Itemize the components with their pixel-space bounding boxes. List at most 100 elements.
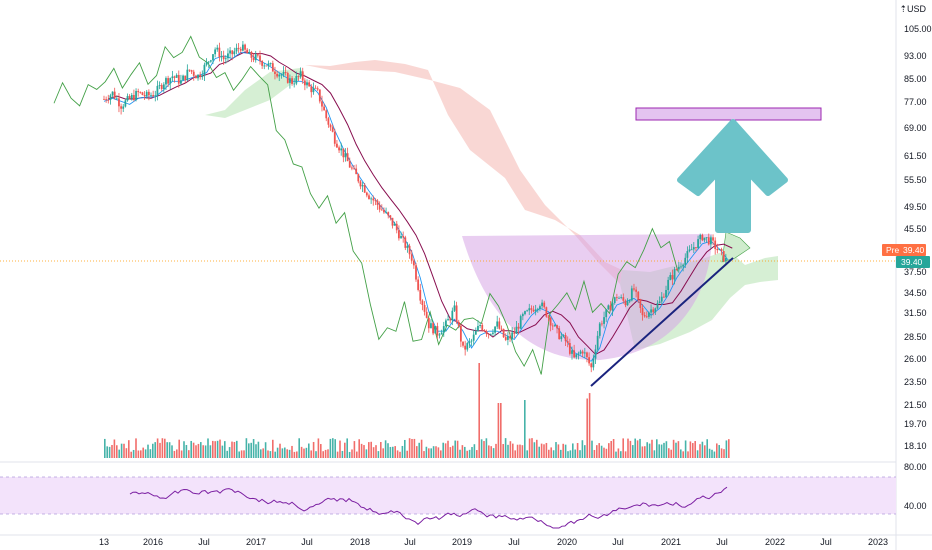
volume-bar	[298, 438, 300, 458]
volume-bar	[507, 444, 509, 458]
volume-bar	[528, 438, 531, 458]
volume-bar	[490, 446, 492, 458]
candle-body	[220, 56, 223, 58]
volume-bar	[442, 442, 444, 458]
volume-bar	[483, 441, 485, 458]
candle-body	[712, 237, 714, 241]
currency-label[interactable]: ⇡USD	[899, 4, 926, 15]
volume-bar	[723, 449, 725, 458]
volume-bar	[492, 448, 495, 458]
price-tick-label: 93.00	[904, 51, 927, 61]
volume-bar	[382, 448, 384, 458]
volume-bar	[389, 446, 392, 458]
candle-body	[370, 198, 373, 200]
candle-body	[233, 51, 236, 55]
candle-body	[489, 333, 492, 335]
candle-body	[389, 215, 392, 218]
candle-body	[259, 55, 261, 62]
volume-bar	[185, 445, 188, 458]
volume-bar	[243, 450, 245, 458]
pre-label: Pre	[886, 245, 900, 255]
volume-bar	[370, 441, 372, 458]
volume-bar	[682, 451, 684, 458]
candle-body	[440, 332, 443, 335]
candle-body	[280, 74, 283, 76]
volume-bar	[226, 450, 228, 458]
candle-body	[648, 312, 650, 317]
volume-bar	[524, 400, 526, 458]
candle-body	[398, 230, 400, 239]
volume-bar	[557, 444, 560, 458]
candle-body	[391, 217, 394, 226]
volume-bar	[646, 442, 648, 458]
volume-bar	[401, 445, 404, 458]
candle-body	[212, 54, 214, 61]
candle-body	[434, 326, 437, 334]
volume-bar	[452, 445, 454, 458]
time-tick-label: Jul	[198, 537, 210, 547]
candle-body	[118, 98, 120, 107]
volume-bar	[603, 447, 605, 458]
volume-bar	[135, 438, 137, 458]
candle-body	[468, 341, 471, 344]
candle-body	[383, 210, 385, 213]
volume-bar	[632, 445, 634, 458]
candle-body	[165, 78, 167, 85]
candle-body	[404, 237, 407, 248]
candle-body	[135, 91, 137, 100]
candle-body	[231, 50, 234, 55]
candle-body	[453, 305, 456, 311]
volume-bar	[497, 403, 500, 458]
candle-body	[656, 303, 659, 309]
volume-bar	[624, 451, 627, 458]
volume-bar	[152, 443, 154, 458]
candle-body	[133, 94, 135, 100]
volume-bar	[132, 449, 135, 458]
ichimoku-cloud-bullish-upper	[205, 68, 305, 118]
candle-body	[395, 223, 398, 231]
price-tick-label: 26.00	[904, 354, 927, 364]
candle-body	[524, 311, 526, 315]
candle-body	[530, 308, 533, 310]
candle-body	[662, 296, 665, 298]
time-tick-label: 2021	[661, 537, 681, 547]
volume-bar	[538, 446, 540, 458]
candle-body	[276, 73, 278, 77]
candle-body	[492, 332, 494, 334]
candle-body	[436, 326, 439, 336]
volume-bar	[485, 438, 488, 458]
volume-bar	[548, 449, 550, 458]
candle-body	[126, 96, 129, 101]
price-tick-label: 55.50	[904, 175, 927, 185]
volume-bar	[171, 445, 173, 458]
candle-body	[558, 328, 561, 340]
cup-pattern	[462, 234, 712, 361]
volume-bar	[586, 398, 588, 458]
candle-body	[321, 101, 323, 107]
candle-body	[216, 47, 219, 50]
candle-body	[299, 71, 302, 77]
candle-body	[543, 302, 546, 308]
volume-bar	[276, 447, 279, 458]
candle-body	[325, 110, 328, 119]
candle-body	[224, 58, 227, 60]
candle-body	[402, 235, 405, 238]
candle-body	[573, 350, 576, 358]
candle-body	[177, 74, 180, 84]
price-tick-label: 45.50	[904, 224, 927, 234]
candle-body	[372, 198, 375, 201]
volume-bar	[720, 448, 723, 458]
candle-body	[669, 275, 672, 280]
candle-body	[192, 71, 195, 76]
candle-body	[190, 70, 193, 72]
candle-body	[462, 341, 464, 346]
candle-body	[594, 349, 597, 359]
volume-bar	[605, 448, 608, 458]
volume-bar	[202, 445, 204, 458]
volume-bar	[324, 449, 327, 458]
cloud-arrow-green	[721, 231, 751, 263]
candle-body	[695, 247, 697, 248]
volume-bar	[142, 447, 144, 458]
